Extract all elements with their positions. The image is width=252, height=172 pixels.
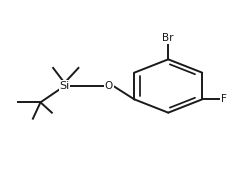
Text: Br: Br (162, 33, 173, 43)
Text: Si: Si (59, 81, 69, 91)
Text: O: O (104, 81, 112, 91)
Text: F: F (220, 94, 226, 104)
